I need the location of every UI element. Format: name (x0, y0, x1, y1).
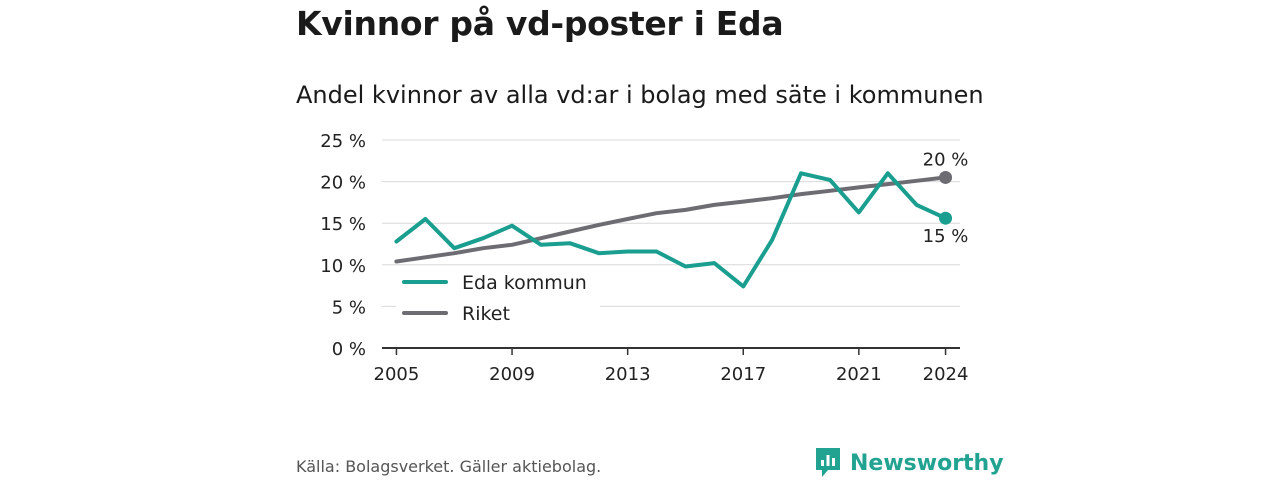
legend-background (396, 266, 600, 330)
y-axis-ticks: 0 % 5 % 10 % 15 % 20 % 25 % (320, 131, 366, 360)
chart-subtitle: Andel kvinnor av alla vd:ar i bolag med … (296, 81, 984, 109)
y-tick-label: 15 % (320, 214, 366, 235)
eda-end-label: 15 % (923, 226, 969, 247)
riket-end-label: 20 % (923, 149, 969, 170)
chart-title: Kvinnor på vd-poster i Eda (296, 4, 784, 43)
x-tick-label: 2021 (836, 364, 882, 385)
x-tick-label: 2005 (374, 364, 420, 385)
y-tick-label: 10 % (320, 256, 366, 277)
y-tick-label: 5 % (332, 297, 366, 318)
x-tick-label: 2013 (605, 364, 651, 385)
y-tick-label: 0 % (332, 339, 366, 360)
eda-series-line (394, 171, 948, 289)
legend-label: Eda kommun (462, 272, 587, 294)
newsworthy-logo-icon (816, 448, 840, 477)
legend-label: Riket (462, 303, 510, 325)
source-note: Källa: Bolagsverket. Gäller aktiebolag. (296, 457, 602, 476)
riket-end-point (939, 170, 953, 184)
y-tick-label: 20 % (320, 173, 366, 194)
x-axis-ticks: 2005 2009 2013 2017 2021 2024 (374, 348, 969, 385)
x-tick-label: 2024 (923, 364, 969, 385)
brand-name: Newsworthy (850, 450, 1004, 476)
x-tick-label: 2009 (489, 364, 535, 385)
eda-end-point (939, 211, 953, 225)
x-tick-label: 2017 (720, 364, 766, 385)
brand-logo[interactable]: Newsworthy (814, 446, 1004, 480)
series-lines: 20 % 15 % (394, 149, 969, 289)
legend: Eda kommun Riket (396, 266, 600, 330)
riket-series-line (394, 175, 948, 264)
y-tick-label: 25 % (320, 131, 366, 152)
